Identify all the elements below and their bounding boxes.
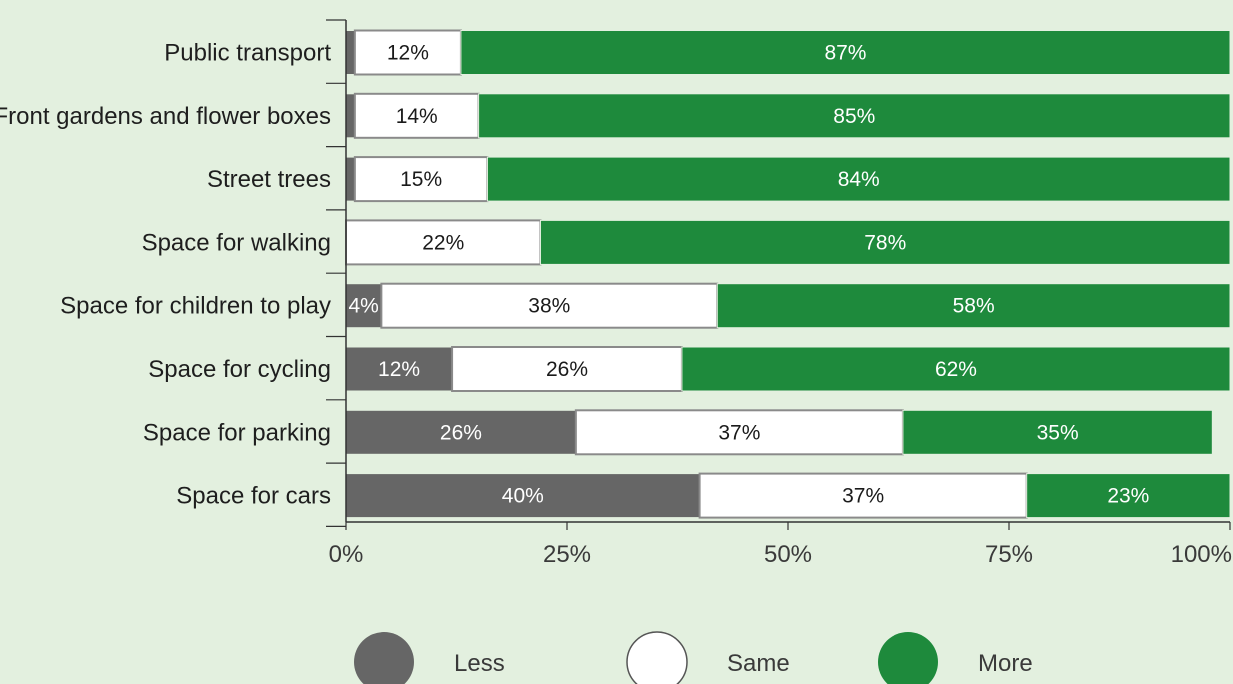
- category-label: Space for parking: [143, 419, 331, 446]
- bar-same-1: [353, 29, 462, 76]
- bar-less-3: [345, 156, 356, 202]
- category-labels: Public transport Front gardens and flower…: [0, 40, 331, 510]
- category-label: Street trees: [207, 166, 331, 193]
- legend: Less Same More: [354, 631, 1033, 684]
- bar-more-8: [1026, 473, 1231, 519]
- data-label-same-5: 38%: [528, 295, 570, 318]
- legend-label-less: Less: [454, 650, 505, 677]
- x-tick-label: 75%: [985, 541, 1033, 568]
- category-label: Space for cars: [176, 483, 331, 510]
- data-label-less-8: 40%: [502, 485, 544, 508]
- data-label-more-4: 78%: [864, 231, 906, 254]
- legend-swatch-less: [354, 632, 414, 684]
- x-tick-label: 0%: [329, 541, 364, 568]
- data-label-more-7: 35%: [1037, 421, 1079, 444]
- bar-more-6: [681, 346, 1231, 392]
- data-label-more-3: 84%: [838, 168, 880, 191]
- bar-same-8: [698, 472, 1028, 519]
- legend-label-same: Same: [727, 650, 790, 677]
- bar-same-4: [345, 219, 542, 266]
- bar-same-6: [451, 346, 683, 392]
- data-label-less-7: 26%: [440, 421, 482, 444]
- category-label: Front gardens and flower boxes: [0, 103, 331, 130]
- bar-less-1: [345, 30, 356, 75]
- bar-more-4: [539, 219, 1231, 265]
- bar-same-2: [353, 92, 480, 139]
- data-label-same-6: 26%: [546, 358, 588, 381]
- data-label-same-3: 15%: [400, 168, 442, 191]
- legend-swatch-same: [626, 631, 688, 684]
- bar-same-5: [380, 282, 719, 329]
- legend-swatch-more: [878, 632, 938, 684]
- bar-more-2: [478, 93, 1231, 139]
- bar-more-7: [902, 409, 1213, 455]
- data-label-more-5: 58%: [953, 295, 995, 318]
- category-label: Space for walking: [142, 229, 331, 256]
- bar-same-7: [574, 409, 904, 456]
- data-label-more-6: 62%: [935, 358, 977, 381]
- data-label-more-2: 85%: [833, 105, 875, 128]
- legend-label-more: More: [978, 650, 1033, 677]
- axes: 0% 25% 50% 75% 100%: [326, 19, 1232, 568]
- x-tick-label: 50%: [764, 541, 812, 568]
- category-label: Public transport: [164, 40, 331, 67]
- bar-less-6: [345, 346, 453, 392]
- category-label: Space for cycling: [148, 356, 331, 383]
- x-tick-label: 25%: [543, 541, 591, 568]
- bar-less-2: [345, 93, 356, 139]
- data-label-same-2: 14%: [396, 105, 438, 128]
- category-label: Space for children to play: [60, 293, 331, 320]
- bar-same-3: [353, 156, 489, 203]
- data-label-more-8: 23%: [1107, 485, 1149, 508]
- bar-more-5: [716, 283, 1231, 329]
- data-label-same-1: 12%: [387, 42, 429, 65]
- data-label-less-6: 12%: [378, 358, 420, 381]
- data-label-same-4: 22%: [422, 231, 464, 254]
- data-label-less-5: 4%: [349, 295, 379, 318]
- bar-more-1: [460, 30, 1231, 75]
- data-label-same-7: 37%: [718, 421, 760, 444]
- bar-more-3: [486, 156, 1231, 202]
- data-label-same-8: 37%: [842, 485, 884, 508]
- bars: 12% 87% 14% 85% 15% 84% 22% 78% 4% 38% 58% 12% 26% 62…: [345, 29, 1231, 519]
- data-label-more-1: 87%: [824, 42, 866, 65]
- x-tick-label: 100%: [1171, 541, 1232, 568]
